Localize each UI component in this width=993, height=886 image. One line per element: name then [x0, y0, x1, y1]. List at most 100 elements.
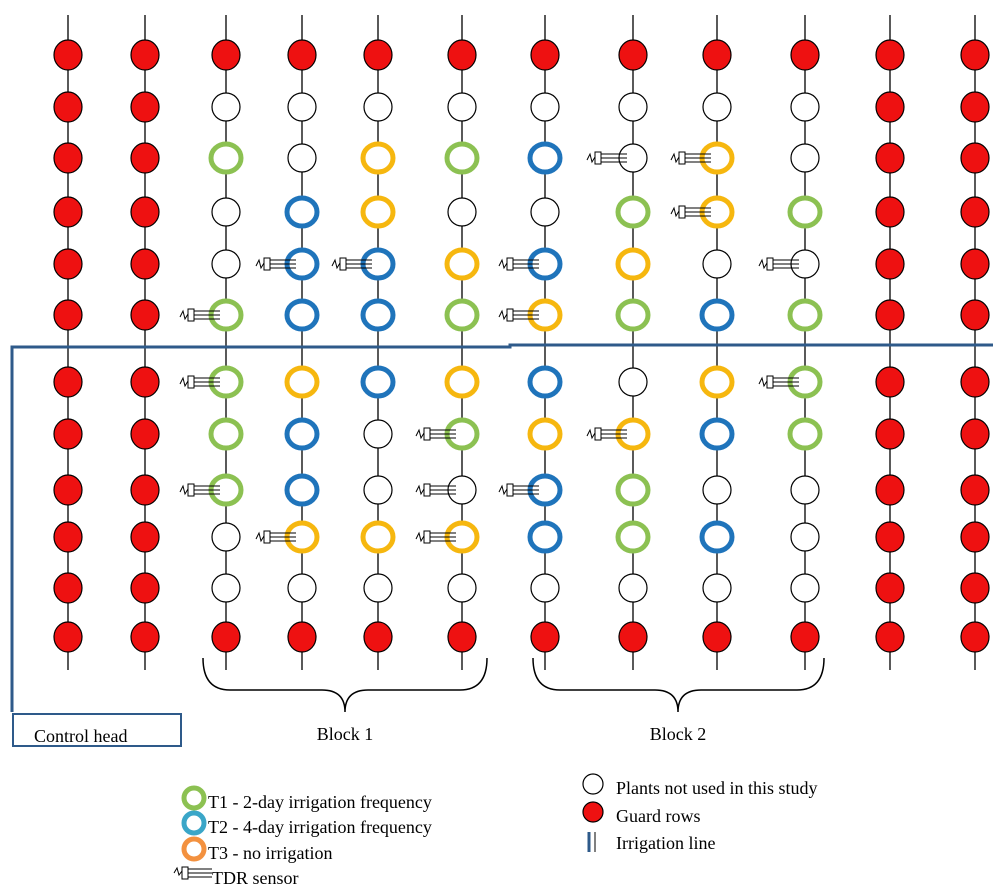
guard-plant [875, 142, 905, 174]
t2-plant [284, 417, 320, 451]
guard-plant [53, 474, 83, 506]
irrigation-line-main [10, 343, 993, 712]
guard-plant [618, 39, 648, 71]
unused-plant [363, 475, 393, 505]
legend-guard-label: Guard rows [616, 806, 700, 826]
guard-plant [960, 248, 990, 280]
unused-plant [447, 92, 477, 122]
legend-tdr-label: TDR sensor [212, 868, 299, 886]
unused-plant [702, 92, 732, 122]
guard-plant [130, 142, 160, 174]
unused-plant [790, 143, 820, 173]
t2-plant [360, 365, 396, 399]
unused-plant [211, 92, 241, 122]
unused-plant [790, 573, 820, 603]
guard-plant [960, 366, 990, 398]
t1-plant [615, 195, 651, 229]
t3-plant [360, 195, 396, 229]
unused-plant [287, 92, 317, 122]
tdr-sensor-icon [586, 427, 627, 441]
legend-tdr-icon [173, 866, 212, 880]
guard-plant [130, 39, 160, 71]
unused-plant [287, 573, 317, 603]
unused-plant [447, 573, 477, 603]
unused-plant [363, 92, 393, 122]
legend-t3-swatch [181, 836, 207, 862]
guard-plant [447, 39, 477, 71]
t1-plant [615, 520, 651, 554]
plant-row-lines [67, 15, 976, 670]
guard-plant [960, 621, 990, 653]
guard-plant [130, 196, 160, 228]
guard-plant [530, 621, 560, 653]
t2-plant [699, 417, 735, 451]
guard-plant [960, 39, 990, 71]
legend-guard-swatch [582, 801, 604, 823]
guard-plant [875, 366, 905, 398]
guard-plant [53, 366, 83, 398]
guard-plant [211, 39, 241, 71]
t1-plant [615, 298, 651, 332]
t2-plant [284, 298, 320, 332]
guard-plant [875, 474, 905, 506]
guard-plant [960, 521, 990, 553]
tdr-sensor-icon [670, 151, 711, 165]
block-1-brace [202, 657, 488, 713]
unused-plant [211, 249, 241, 279]
guard-plant [53, 196, 83, 228]
t2-plant [527, 141, 563, 175]
legend: T1 - 2-day irrigation frequency T2 - 4-d… [173, 773, 818, 886]
tdr-sensor-icon [415, 530, 456, 544]
block-braces: Block 1 Block 2 [202, 657, 825, 744]
unused-plant [363, 573, 393, 603]
guard-plant [130, 621, 160, 653]
guard-plant [363, 621, 393, 653]
t2-plant [284, 195, 320, 229]
guard-plant [53, 248, 83, 280]
legend-t2-label: T2 - 4-day irrigation frequency [208, 817, 432, 837]
guard-plant [53, 91, 83, 123]
guard-plant [130, 91, 160, 123]
t2-plant [284, 473, 320, 507]
t1-plant [444, 298, 480, 332]
tdr-sensor-icon [758, 257, 799, 271]
legend-irrigation-label: Irrigation line [616, 833, 715, 853]
block-2-label: Block 2 [650, 724, 707, 744]
guard-plant [53, 572, 83, 604]
guard-plant [960, 418, 990, 450]
guard-plant [875, 621, 905, 653]
guard-plant [875, 91, 905, 123]
guard-plant [530, 39, 560, 71]
legend-t3-label: T3 - no irrigation [208, 843, 332, 863]
guard-plant [960, 196, 990, 228]
legend-t1-label: T1 - 2-day irrigation frequency [208, 792, 432, 812]
t1-plant [787, 298, 823, 332]
guard-plant [447, 621, 477, 653]
t1-plant [208, 417, 244, 451]
guard-plant [618, 621, 648, 653]
t2-plant [360, 298, 396, 332]
guard-plant [960, 91, 990, 123]
unused-plant [618, 573, 648, 603]
t1-plant [208, 141, 244, 175]
guard-plant [53, 142, 83, 174]
control-head-box [12, 713, 182, 747]
guard-plant [53, 39, 83, 71]
tdr-sensor-icon [498, 308, 539, 322]
t1-plant [615, 473, 651, 507]
guard-plant [790, 39, 820, 71]
t1-plant [787, 417, 823, 451]
t3-plant [360, 141, 396, 175]
tdr-sensor-icon [758, 375, 799, 389]
guard-plant [130, 521, 160, 553]
tdr-sensor-icon [179, 308, 220, 322]
guard-plant [875, 418, 905, 450]
unused-plant [211, 522, 241, 552]
guard-plant [875, 196, 905, 228]
tdr-sensor-icon [255, 530, 296, 544]
guard-plant [130, 299, 160, 331]
control-head-label: Control head [34, 726, 128, 746]
t3-plant [284, 365, 320, 399]
tdr-sensor-icon [179, 483, 220, 497]
